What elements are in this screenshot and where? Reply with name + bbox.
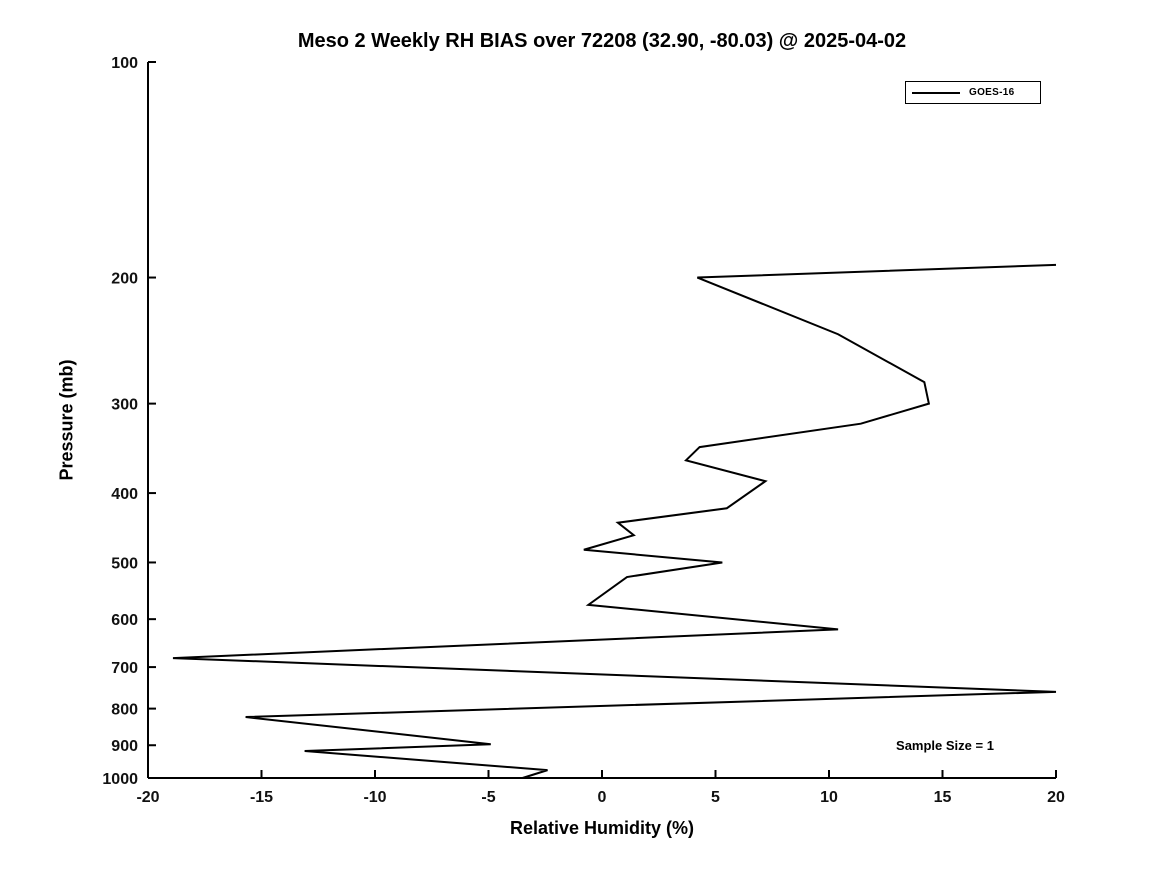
sample-size-annotation: Sample Size = 1: [896, 738, 994, 753]
y-tick-label: 500: [111, 555, 138, 572]
x-tick-label: 10: [820, 789, 838, 806]
y-axis-label: Pressure (mb): [56, 359, 77, 481]
x-tick-label: -15: [250, 789, 273, 806]
y-tick-label: 900: [111, 738, 138, 755]
legend-line-sample-icon: [912, 91, 960, 94]
y-tick-label: 300: [111, 397, 138, 414]
x-tick-label: -20: [136, 789, 159, 806]
y-tick-label: 200: [111, 271, 138, 288]
legend: GOES-16: [905, 81, 1041, 104]
chart-title: Meso 2 Weekly RH BIAS over 72208 (32.90,…: [297, 30, 907, 52]
legend-entry-label: GOES-16: [969, 87, 1015, 98]
x-tick-label: -5: [481, 789, 495, 806]
x-tick-label: -10: [363, 789, 386, 806]
y-tick-label: 800: [111, 702, 138, 719]
y-tick-label: 400: [111, 486, 138, 503]
y-tick-label: 700: [111, 660, 138, 677]
x-tick-label: 15: [934, 789, 952, 806]
x-tick-label: 20: [1047, 789, 1065, 806]
series-line-goes-16: [172, 263, 1057, 779]
axes-group: -20 -15 -10 -5 0 5 10 15 20 100 200 300 400 500 600 700…: [102, 55, 1065, 806]
x-tick-label: 5: [711, 789, 720, 806]
x-axis-label: Relative Humidity (%): [509, 818, 695, 838]
series-group: [172, 263, 1057, 779]
y-tick-label: 100: [111, 55, 138, 72]
y-tick-label: 1000: [102, 771, 138, 788]
y-tick-label: 600: [111, 612, 138, 629]
x-tick-label: 0: [598, 789, 607, 806]
